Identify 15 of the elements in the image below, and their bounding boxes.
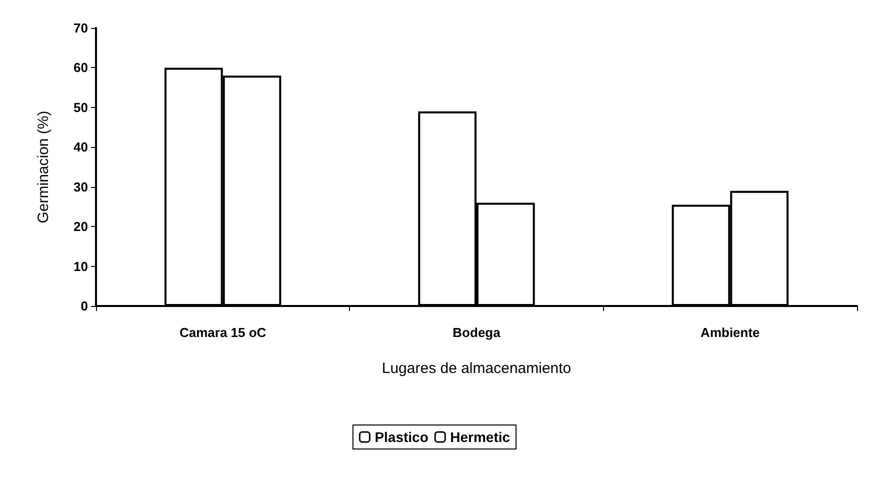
y-tick-label: 10 <box>74 258 88 274</box>
y-tick-label: 40 <box>74 140 88 155</box>
legend-label: Plastico <box>374 429 428 445</box>
y-axis-title: Germinacion (%) <box>35 110 52 224</box>
x-axis-title: Lugares de almacenamiento <box>382 360 572 377</box>
x-tick-label: Ambiente <box>700 325 760 340</box>
x-tick-label: Bodega <box>452 325 502 340</box>
y-tick-label: 60 <box>74 60 88 76</box>
legend-label: Hermetic <box>450 429 510 445</box>
y-tick-label: 70 <box>74 20 88 36</box>
y-tick-label: 20 <box>74 219 88 234</box>
y-tick-label: 50 <box>74 100 88 115</box>
x-tick-label: Camara 15 oC <box>179 325 267 340</box>
y-tick-label: 30 <box>74 179 88 194</box>
y-tick-label: 0 <box>80 298 88 314</box>
